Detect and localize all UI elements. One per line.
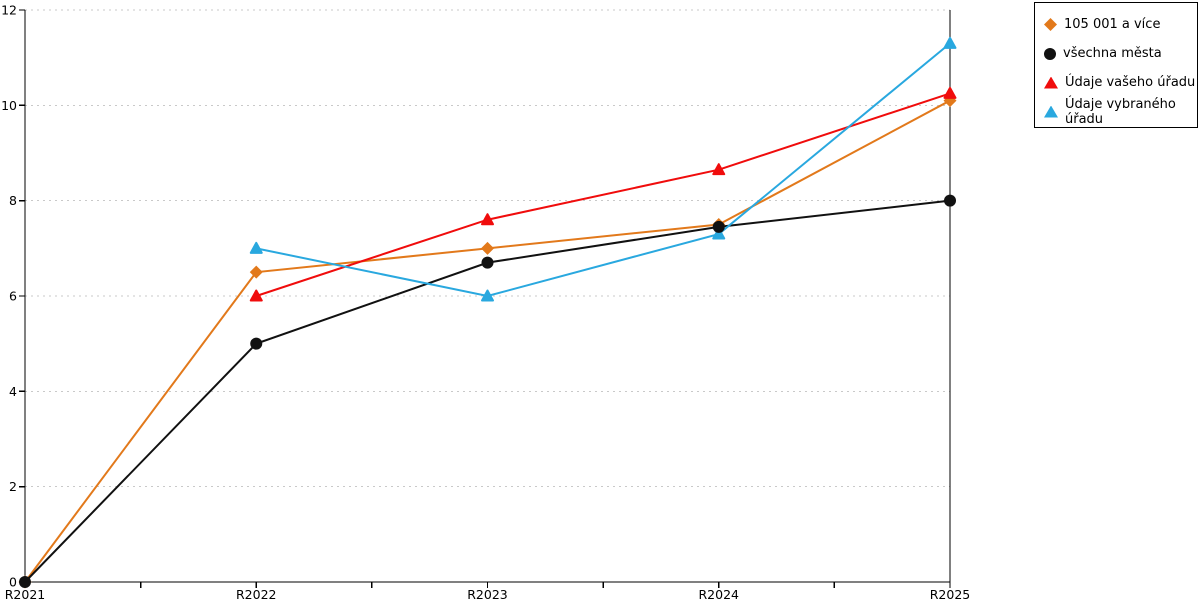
triangle-marker-icon <box>1044 105 1058 118</box>
legend-label: Údaje vašeho úřadu <box>1065 75 1196 90</box>
circle-marker-icon <box>1044 47 1056 60</box>
y-tick-label: 10 <box>1 98 17 113</box>
legend-label: 105 001 a více <box>1064 17 1161 32</box>
legend: 105 001 a více všechna města Údaje vašeh… <box>1034 2 1198 128</box>
diamond-marker-icon <box>1044 18 1057 31</box>
x-tick-label: R2024 <box>699 587 740 600</box>
legend-item: všechna města <box>1044 39 1197 68</box>
triangle-marker-icon <box>1044 76 1058 89</box>
legend-item: Údaje vybraného úřadu <box>1044 96 1197 127</box>
legend-label: Údaje vybraného úřadu <box>1065 96 1176 127</box>
series-line <box>256 42 951 298</box>
data-point-marker <box>249 241 263 254</box>
y-tick-label: 12 <box>1 3 17 18</box>
y-tick-label: 0 <box>9 575 17 590</box>
legend-item: 105 001 a více <box>1044 10 1197 39</box>
series-line <box>24 99 951 583</box>
data-point-marker <box>249 265 263 279</box>
data-point-marker <box>712 227 726 240</box>
data-point-marker <box>943 86 957 99</box>
y-tick-label: 8 <box>9 193 17 208</box>
x-tick-label: R2023 <box>467 587 508 600</box>
data-point-marker <box>249 289 263 302</box>
data-point-marker <box>481 213 494 226</box>
data-point-marker <box>712 220 725 233</box>
legend-label: všechna města <box>1063 46 1162 61</box>
x-tick-label: R2025 <box>930 587 971 600</box>
data-point-marker <box>944 194 956 207</box>
data-point-marker <box>481 256 494 269</box>
series-line <box>255 92 951 297</box>
legend-item: Údaje vašeho úřadu <box>1044 68 1197 97</box>
data-point-marker <box>19 576 31 588</box>
data-point-marker <box>250 337 263 350</box>
x-tick-label: R2022 <box>236 587 277 600</box>
y-tick-label: 4 <box>9 384 17 399</box>
data-point-marker <box>943 36 957 49</box>
data-point-marker <box>712 163 726 176</box>
y-tick-label: 2 <box>9 479 17 494</box>
y-tick-label: 6 <box>9 289 17 304</box>
x-tick-label: R2021 <box>5 587 46 600</box>
data-point-marker <box>481 241 494 255</box>
data-point-marker <box>481 289 494 302</box>
